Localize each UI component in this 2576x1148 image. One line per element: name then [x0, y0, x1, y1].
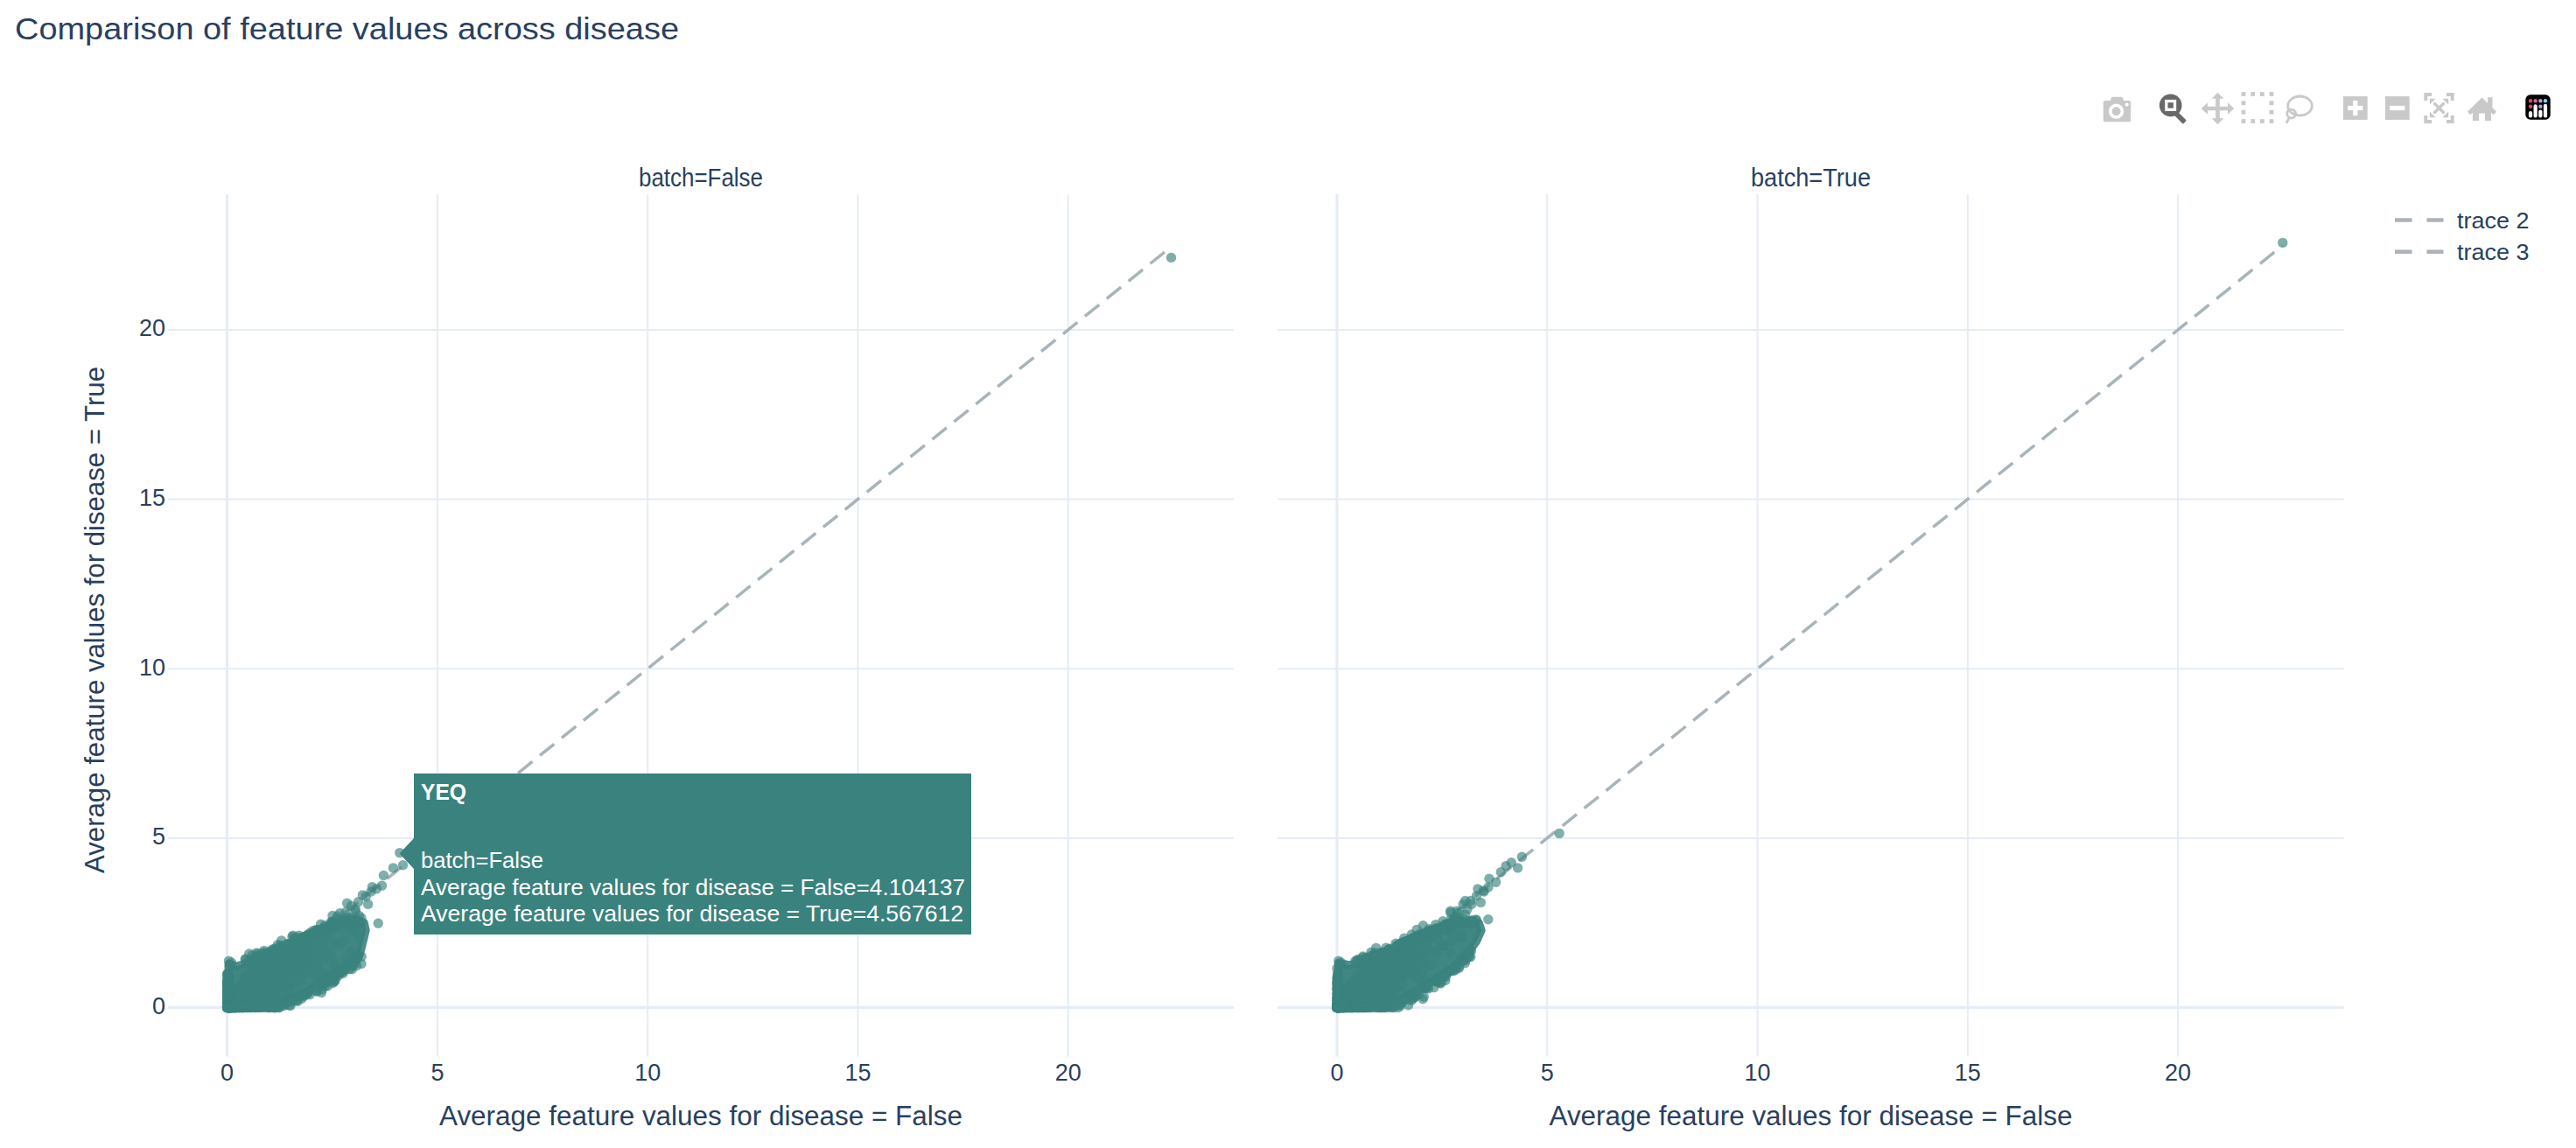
svg-text:10: 10: [1744, 1060, 1770, 1086]
svg-text:10: 10: [634, 1060, 661, 1086]
svg-text:20: 20: [2165, 1060, 2191, 1086]
svg-text:10: 10: [139, 654, 165, 681]
svg-text:15: 15: [139, 485, 165, 511]
svg-text:Average feature values for dis: Average feature values for disease = Tru…: [80, 367, 110, 873]
svg-text:YEQ: YEQ: [421, 779, 466, 805]
svg-text:0: 0: [152, 993, 165, 1019]
svg-text:trace 2: trace 2: [2457, 207, 2530, 234]
svg-text:20: 20: [1055, 1060, 1082, 1086]
svg-text:batch=True: batch=True: [1751, 164, 1871, 192]
svg-text:20: 20: [139, 315, 165, 341]
svg-text:trace 3: trace 3: [2457, 239, 2530, 265]
svg-text:15: 15: [1955, 1060, 1981, 1086]
svg-text:0: 0: [220, 1060, 234, 1086]
svg-text:batch=False: batch=False: [639, 164, 763, 192]
svg-text:5: 5: [152, 823, 165, 850]
svg-text:Average feature values for dis: Average feature values for disease = Fal…: [439, 1101, 962, 1131]
svg-text:Average feature values for dis: Average feature values for disease = Fal…: [1550, 1101, 2073, 1131]
svg-text:batch=False: batch=False: [421, 847, 543, 873]
svg-text:15: 15: [844, 1060, 871, 1086]
svg-text:5: 5: [430, 1060, 444, 1086]
svg-text:Comparison of feature values a: Comparison of feature values across dise…: [15, 11, 679, 46]
svg-text:0: 0: [1330, 1060, 1343, 1086]
svg-text:5: 5: [1541, 1060, 1554, 1086]
svg-text:Average feature values for dis: Average feature values for disease = Tru…: [421, 900, 963, 927]
svg-text:Average feature values for dis: Average feature values for disease = Fal…: [421, 874, 965, 900]
